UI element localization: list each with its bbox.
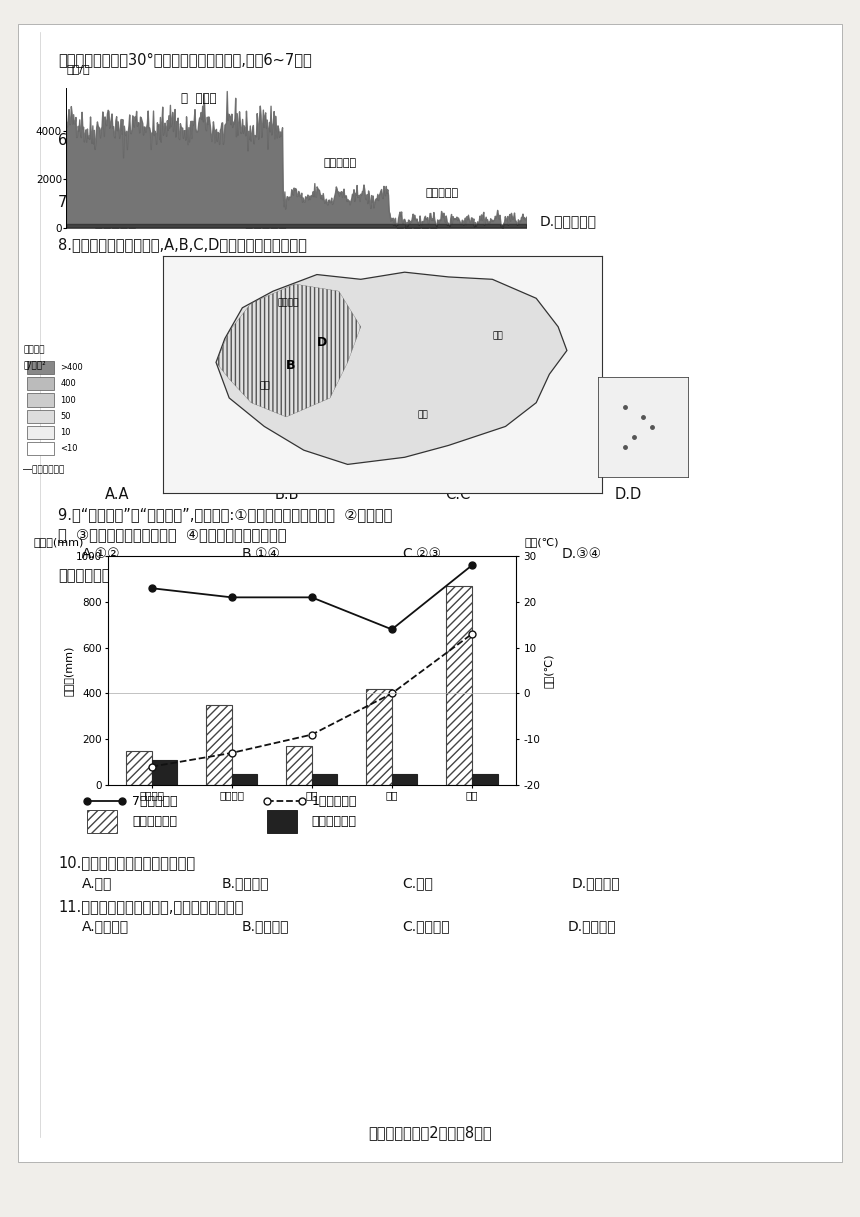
Text: B.B: B.B [275, 487, 299, 501]
Text: B: B [286, 359, 296, 372]
Text: D.盆地和高原: D.盆地和高原 [540, 214, 597, 228]
Text: 6.从图示可以看出我国地势总特征是: 6.从图示可以看出我国地势总特征是 [58, 131, 203, 147]
Text: 7.我国地势第二级阶梯上的主要地形是: 7.我国地势第二级阶梯上的主要地形是 [58, 194, 212, 209]
Text: A.山地和高原: A.山地和高原 [82, 214, 138, 228]
Bar [366, 689, 392, 785]
Text: D.D: D.D [615, 487, 642, 501]
Text: 10.图中城市气温年较差最大的是: 10.图中城市气温年较差最大的是 [58, 856, 195, 870]
Text: 50: 50 [60, 411, 71, 421]
Bar [28, 361, 53, 375]
Bar [28, 426, 53, 439]
Text: >400: >400 [60, 364, 83, 372]
Bar [231, 774, 257, 785]
Text: 7月平均气温: 7月平均气温 [132, 795, 178, 808]
Text: 乌鲁木齐: 乌鲁木齐 [278, 298, 299, 308]
Bar [286, 746, 311, 785]
Text: <10: <10 [60, 444, 77, 453]
Text: 第三级阶梯: 第三级阶梯 [425, 189, 458, 198]
Text: D.③④: D.③④ [562, 546, 602, 561]
Bar [28, 442, 53, 455]
Text: 人口密度: 人口密度 [23, 346, 45, 354]
Bar [472, 774, 498, 785]
Polygon shape [216, 273, 567, 465]
Text: C.平原和丘陵: C.平原和丘陵 [382, 214, 438, 228]
Bar [88, 811, 117, 834]
Text: B.呼和浩特: B.呼和浩特 [222, 876, 269, 890]
Text: D.人类活动: D.人类活动 [568, 919, 617, 933]
Text: 广州: 广州 [418, 410, 428, 419]
Text: 上海: 上海 [492, 331, 503, 341]
Text: 11.拉萨的气温年较差较小,其主要影响因素是: 11.拉萨的气温年较差较小,其主要影响因素是 [58, 899, 243, 914]
Bar [151, 759, 177, 785]
Text: 读下面我国沿北纬30°纬线的地形剪面示意图,回策6~7题。: 读下面我国沿北纬30°纬线的地形剪面示意图,回策6~7题。 [58, 52, 311, 67]
Text: C.C: C.C [445, 487, 470, 501]
Bar [28, 393, 53, 406]
Text: B.①④: B.①④ [242, 546, 281, 561]
Bar [28, 377, 53, 391]
Text: 率  ③完善社会养老保险体系  ④倡导全民终身学习理念: 率 ③完善社会养老保险体系 ④倡导全民终身学习理念 [58, 527, 286, 542]
Text: 海拘/米: 海拘/米 [66, 63, 89, 74]
Text: B.平原和盆地: B.平原和盆地 [232, 214, 288, 228]
Text: C.銀川: C.銀川 [402, 876, 433, 890]
Text: ―人口地理界线: ―人口地理界线 [23, 465, 64, 473]
Bar [446, 585, 472, 785]
Bar [206, 705, 231, 785]
Text: 100: 100 [60, 396, 76, 404]
Text: B.海陆分布: B.海陆分布 [242, 919, 290, 933]
Bar [28, 410, 53, 422]
Text: 第二级阶梯: 第二级阶梯 [324, 158, 357, 168]
Text: 10: 10 [60, 428, 71, 437]
Text: 人/千米²: 人/千米² [23, 360, 46, 369]
Text: D.乌鲁木齐: D.乌鲁木齐 [572, 876, 621, 890]
Text: A.①②: A.①② [82, 546, 120, 561]
Text: C.地形地势: C.地形地势 [402, 919, 450, 933]
Text: C.②③: C.②③ [402, 546, 441, 561]
Y-axis label: 气温(℃): 气温(℃) [544, 654, 553, 688]
Text: 拉萨: 拉萨 [260, 381, 271, 391]
Text: C.北高南低,呼阶梯状分布: C.北高南低,呼阶梯状分布 [82, 172, 184, 186]
Text: A.A: A.A [105, 487, 130, 501]
Text: 冬春季降水量: 冬春季降水量 [312, 815, 357, 829]
Text: 夏秋季降水量: 夏秋季降水量 [132, 815, 177, 829]
Text: 气温(℃): 气温(℃) [525, 537, 559, 546]
Text: 降水量(mm): 降水量(mm) [34, 537, 84, 546]
Text: A.西高东低,呼阶梯状分布: A.西高东低,呼阶梯状分布 [82, 152, 184, 166]
FancyBboxPatch shape [18, 24, 842, 1162]
Bar [126, 751, 151, 785]
Text: 9.从“人口大国”到“人才强国”,我国需要:①提升全民科学文化水平  ②提高生育: 9.从“人口大国”到“人才强国”,我国需要:①提升全民科学文化水平 ②提高生育 [58, 507, 392, 522]
Text: 8.读我国人口分布图可知,A,B,C,D四地中人口最稠密的是: 8.读我国人口分布图可知,A,B,C,D四地中人口最稠密的是 [58, 237, 307, 252]
Bar [267, 811, 297, 834]
Text: D.南高北低,呼阶梯状分布: D.南高北低,呼阶梯状分布 [415, 172, 519, 186]
Bar [311, 774, 337, 785]
Bar [392, 774, 417, 785]
Text: A.南宁: A.南宁 [82, 876, 113, 890]
Text: B.东高西低,呼阶梯状分布: B.东高西低,呼阶梯状分布 [415, 152, 517, 166]
Text: 400: 400 [60, 380, 76, 388]
Text: 1月平均气温: 1月平均气温 [312, 795, 357, 808]
Text: 读我国五城市气候资料图,完成10~12题。: 读我国五城市气候资料图,完成10~12题。 [58, 567, 243, 582]
Text: D: D [317, 336, 327, 349]
Text: 第  级阶梯: 第 级阶梯 [181, 91, 217, 105]
Y-axis label: 降水量(mm): 降水量(mm) [63, 645, 73, 696]
Text: 初二地理试题第2页（兲8页）: 初二地理试题第2页（兲8页） [368, 1125, 492, 1140]
Text: A.纬度位置: A.纬度位置 [82, 919, 129, 933]
